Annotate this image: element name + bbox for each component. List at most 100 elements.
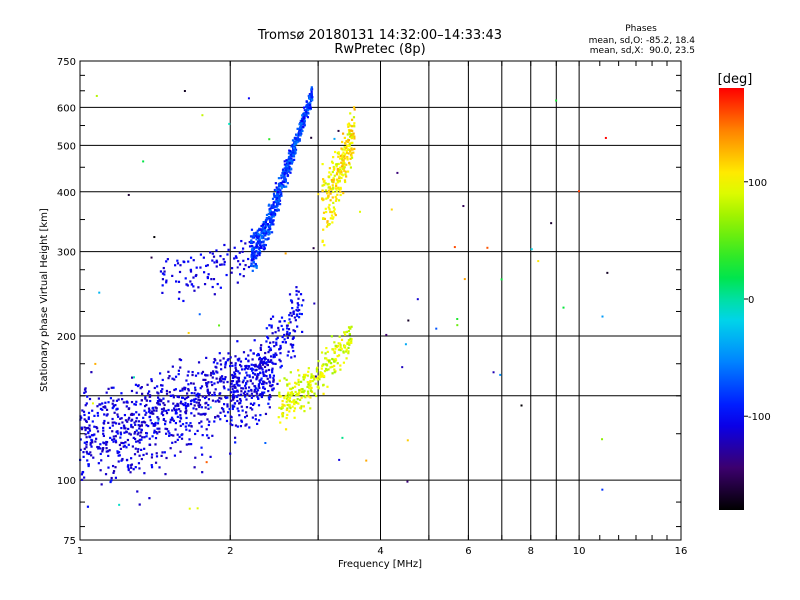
data-point bbox=[321, 184, 324, 187]
data-point bbox=[283, 163, 287, 166]
data-point bbox=[127, 193, 130, 196]
data-point bbox=[116, 432, 119, 435]
data-point bbox=[339, 346, 342, 349]
data-point bbox=[268, 203, 271, 206]
data-point bbox=[289, 407, 292, 410]
data-point bbox=[299, 132, 302, 136]
data-point bbox=[268, 406, 271, 409]
data-point bbox=[87, 463, 90, 466]
data-point bbox=[280, 407, 283, 410]
data-point bbox=[249, 379, 252, 382]
data-point bbox=[292, 329, 295, 332]
data-point bbox=[137, 413, 141, 416]
data-point bbox=[288, 162, 291, 165]
data-point bbox=[179, 264, 182, 267]
data-point bbox=[194, 397, 197, 401]
data-point bbox=[245, 406, 249, 409]
data-point bbox=[321, 364, 324, 367]
data-point bbox=[226, 380, 229, 384]
data-point bbox=[349, 327, 352, 330]
data-point bbox=[349, 112, 352, 115]
data-point bbox=[164, 473, 167, 476]
data-point bbox=[267, 337, 270, 340]
data-point bbox=[287, 157, 290, 161]
data-point bbox=[245, 381, 248, 385]
data-point bbox=[242, 379, 245, 382]
data-point bbox=[85, 440, 88, 444]
data-point bbox=[338, 179, 341, 182]
data-point bbox=[286, 182, 289, 185]
data-point bbox=[256, 254, 259, 257]
data-point bbox=[297, 134, 300, 137]
data-point bbox=[342, 331, 346, 334]
data-point bbox=[99, 407, 103, 411]
data-point bbox=[124, 427, 127, 430]
data-point bbox=[275, 338, 278, 341]
data-point bbox=[103, 419, 106, 423]
data-point bbox=[203, 283, 207, 286]
data-point bbox=[351, 129, 354, 133]
data-point bbox=[146, 383, 149, 386]
data-point bbox=[154, 423, 157, 426]
data-point bbox=[89, 443, 92, 446]
data-point bbox=[92, 434, 95, 437]
data-point bbox=[297, 290, 300, 293]
data-point bbox=[292, 146, 295, 150]
data-point bbox=[335, 190, 338, 193]
data-point bbox=[219, 411, 222, 414]
data-point bbox=[182, 396, 185, 399]
data-point bbox=[82, 451, 85, 454]
data-point bbox=[348, 130, 351, 134]
data-point bbox=[271, 221, 274, 225]
data-point bbox=[182, 299, 185, 303]
data-point bbox=[269, 395, 272, 398]
data-point bbox=[102, 426, 105, 430]
data-point bbox=[237, 359, 240, 362]
data-point bbox=[150, 379, 153, 383]
data-point bbox=[87, 452, 91, 456]
data-point bbox=[305, 114, 308, 117]
data-point bbox=[196, 507, 199, 510]
data-point bbox=[252, 234, 255, 237]
data-point bbox=[276, 208, 279, 211]
data-point bbox=[303, 410, 306, 413]
data-point bbox=[324, 189, 328, 192]
data-point bbox=[286, 168, 290, 171]
data-point bbox=[406, 439, 409, 442]
data-point bbox=[306, 390, 310, 393]
data-point bbox=[137, 462, 141, 465]
data-point bbox=[303, 122, 306, 126]
data-point bbox=[201, 114, 204, 117]
data-point bbox=[285, 159, 288, 162]
data-point bbox=[278, 406, 281, 409]
data-point bbox=[340, 170, 343, 174]
data-point bbox=[193, 400, 196, 403]
data-point bbox=[327, 189, 330, 192]
data-point bbox=[215, 370, 218, 373]
data-point bbox=[189, 402, 193, 406]
data-point bbox=[134, 437, 137, 441]
data-point bbox=[176, 433, 179, 436]
data-point bbox=[79, 448, 82, 451]
data-point bbox=[272, 362, 275, 365]
data-point bbox=[105, 441, 109, 444]
data-point bbox=[268, 232, 271, 235]
data-point bbox=[317, 193, 320, 196]
data-point bbox=[245, 414, 249, 417]
data-point bbox=[324, 352, 327, 355]
data-point bbox=[187, 389, 190, 392]
data-point bbox=[345, 146, 348, 150]
data-point bbox=[119, 436, 122, 439]
data-point bbox=[228, 122, 231, 125]
data-point bbox=[112, 399, 115, 402]
data-point bbox=[237, 409, 240, 413]
data-point bbox=[164, 432, 168, 435]
data-point bbox=[193, 404, 196, 407]
data-point bbox=[304, 396, 307, 399]
data-point bbox=[199, 266, 202, 269]
data-point bbox=[263, 365, 267, 369]
data-point bbox=[250, 228, 254, 231]
data-point bbox=[337, 354, 341, 357]
data-point bbox=[225, 396, 228, 400]
data-point bbox=[252, 247, 255, 251]
